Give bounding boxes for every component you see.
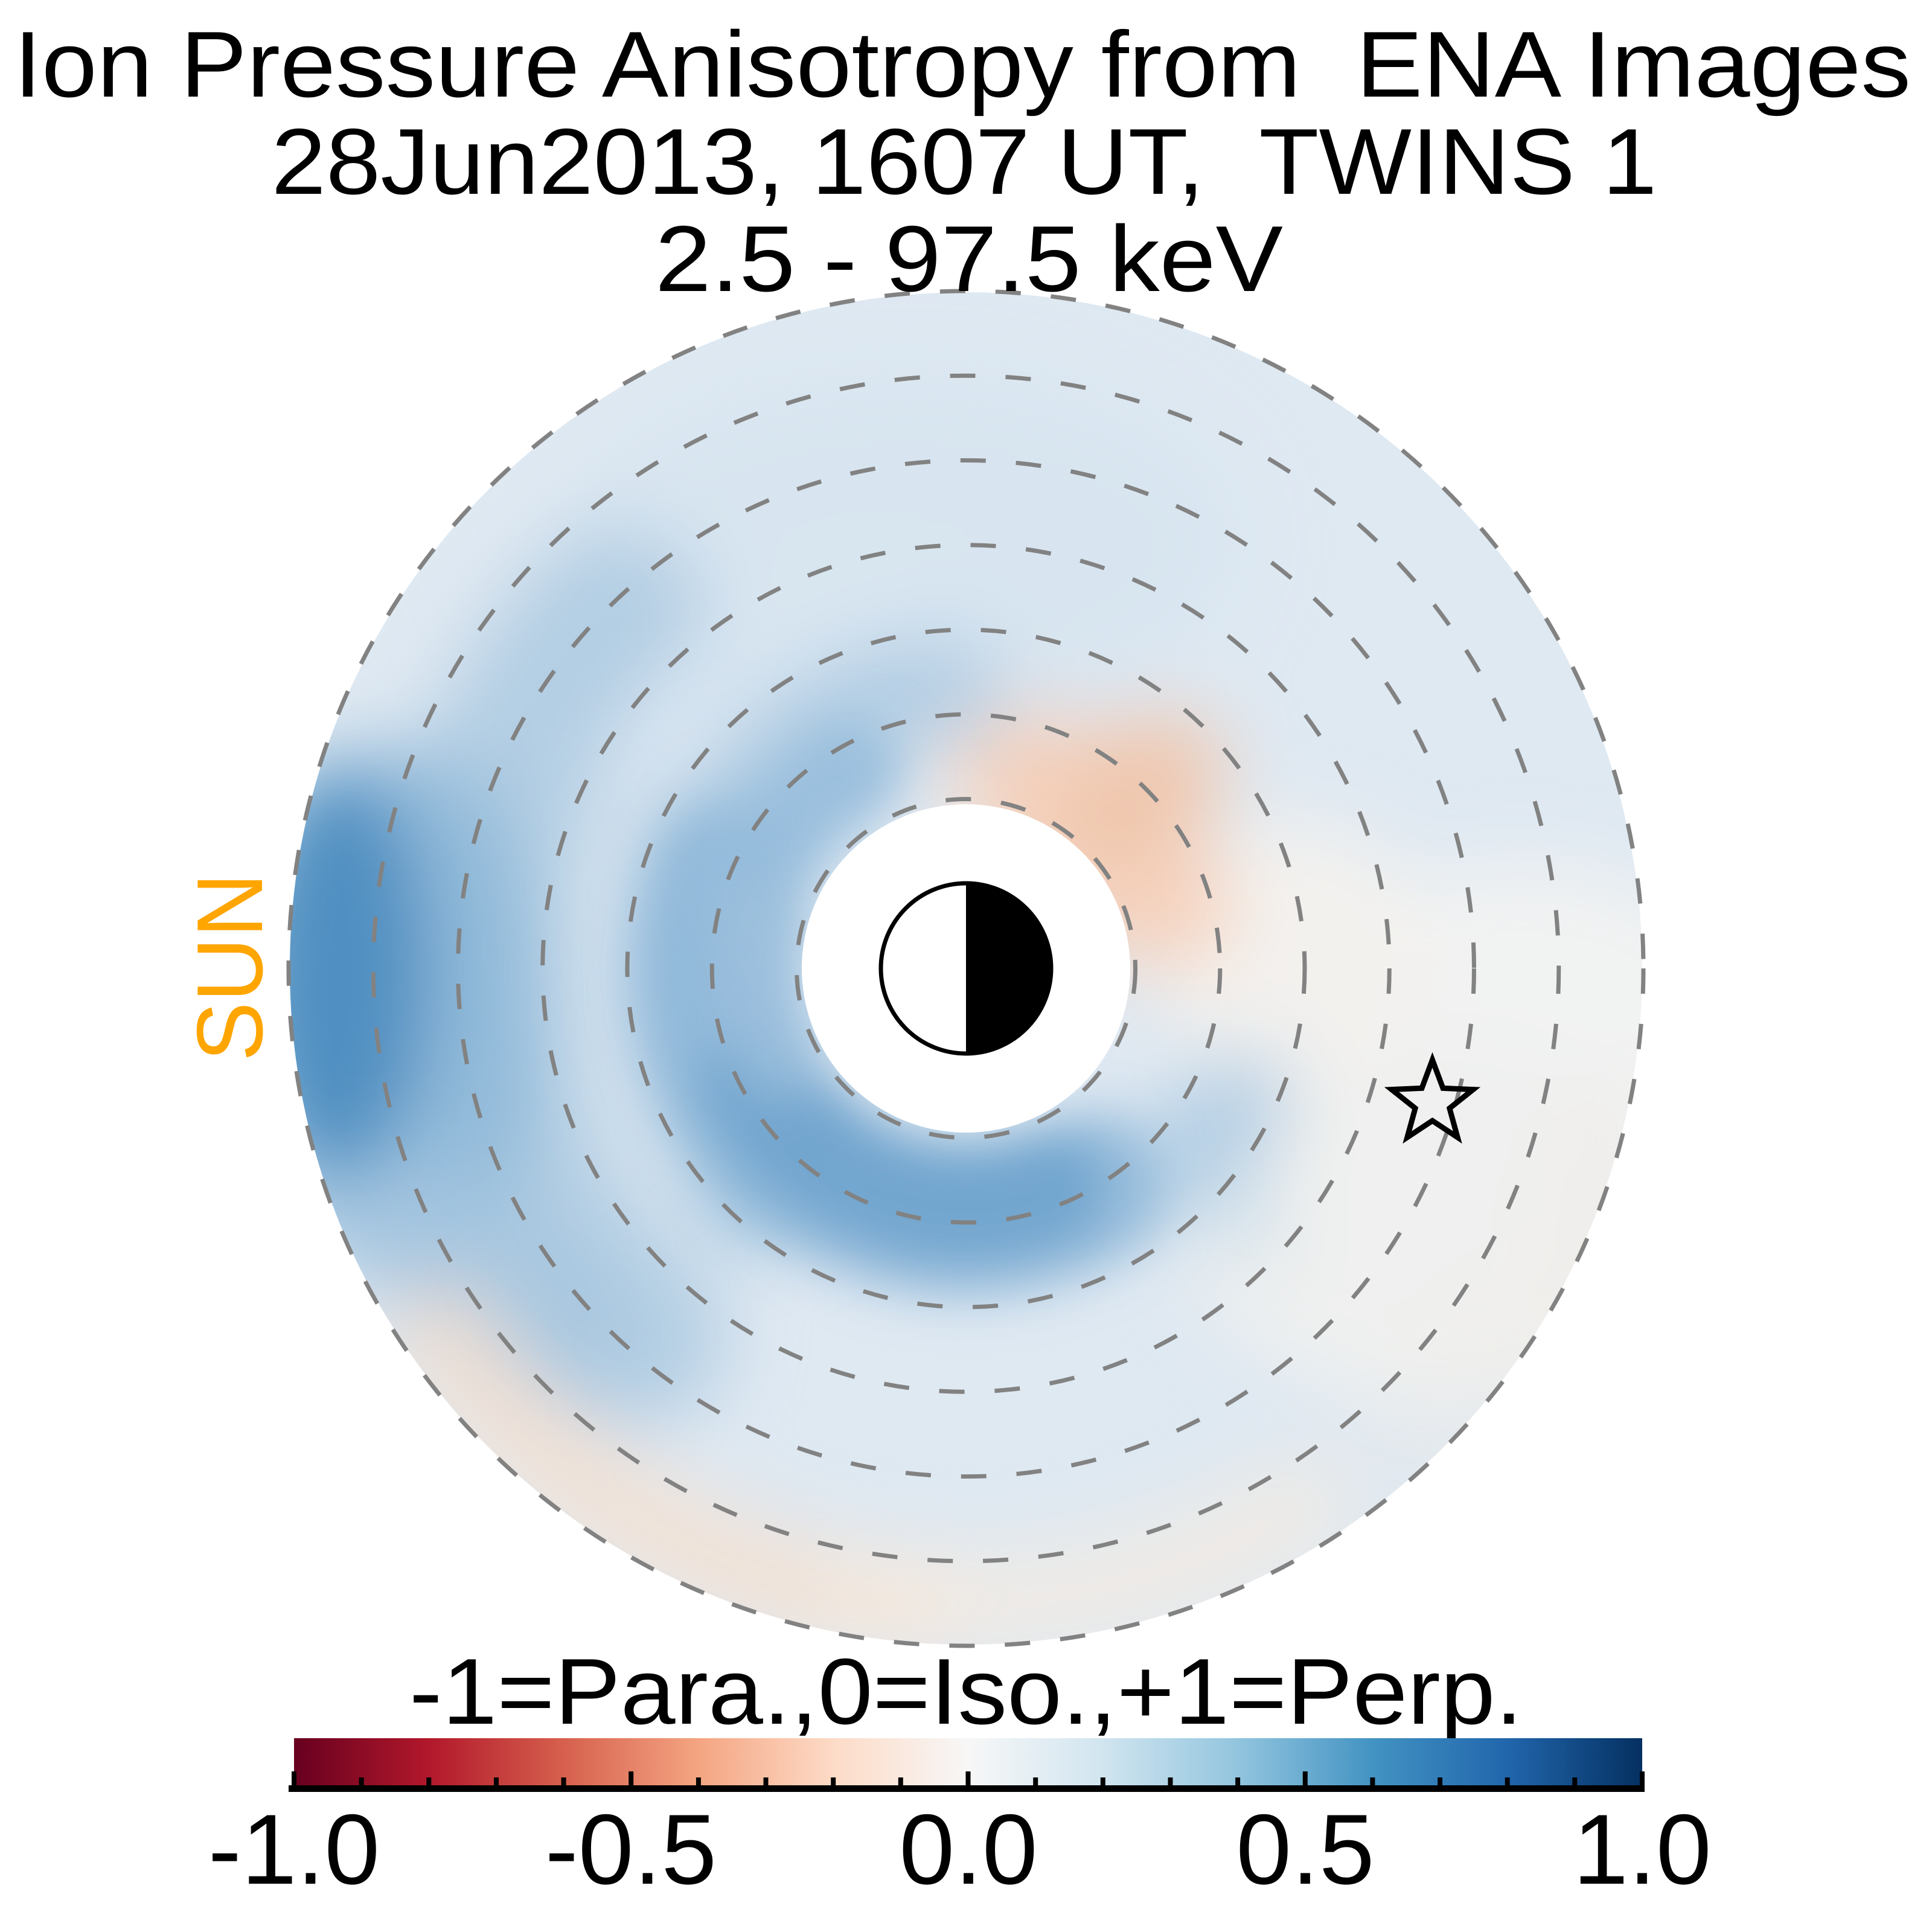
svg-text:2.5 - 97.5 keV: 2.5 - 97.5 keV — [655, 206, 1283, 311]
svg-text:0.5: 0.5 — [1236, 1794, 1374, 1905]
svg-text:-0.5: -0.5 — [545, 1794, 717, 1905]
svg-text:Ion Pressure Anisotropy from: Ion Pressure Anisotropy from ENA Images — [14, 12, 1911, 117]
svg-text:1.0: 1.0 — [1573, 1794, 1711, 1905]
svg-text:28Jun2013, 1607 UT, TWINS 1: 28Jun2013, 1607 UT, TWINS 1 — [272, 109, 1657, 214]
svg-text:SUN: SUN — [178, 873, 282, 1061]
svg-text:-1=Para.,0=Iso.,+1=Perp.: -1=Para.,0=Iso.,+1=Perp. — [409, 1639, 1523, 1744]
svg-text:-1.0: -1.0 — [208, 1794, 380, 1905]
svg-text:0.0: 0.0 — [899, 1794, 1037, 1905]
